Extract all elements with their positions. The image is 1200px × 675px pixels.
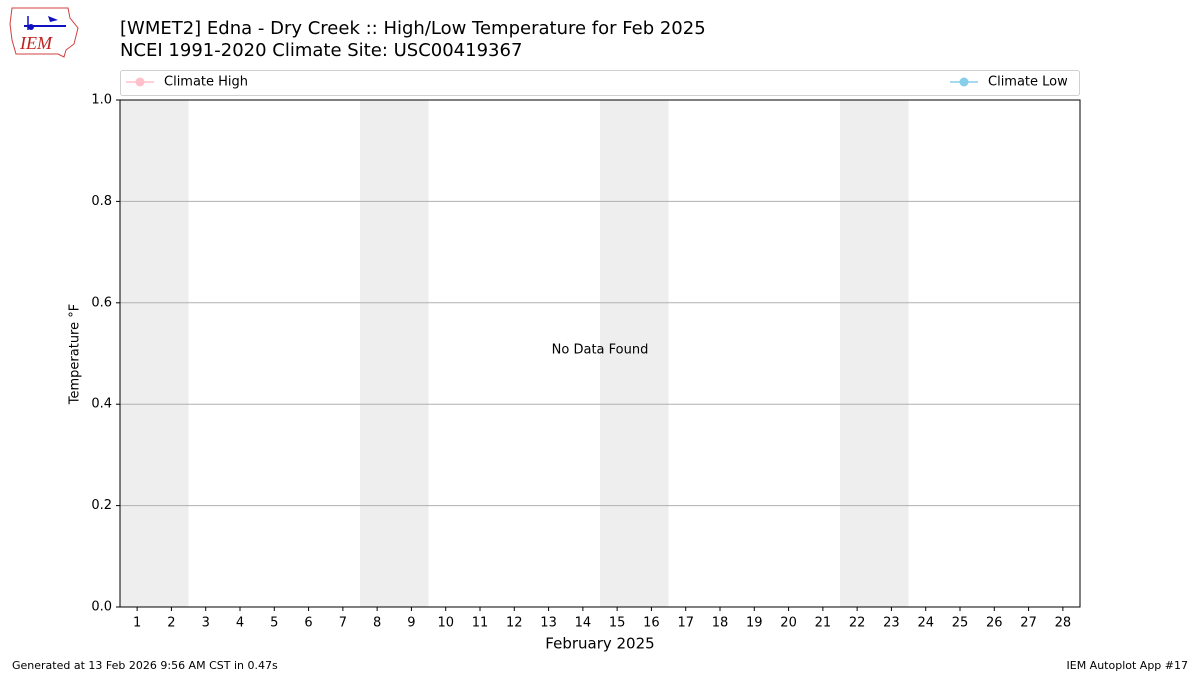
chart-title: [WMET2] Edna - Dry Creek :: High/Low Tem…: [120, 18, 706, 39]
chart-subtitle: NCEI 1991-2020 Climate Site: USC00419367: [120, 40, 522, 61]
x-tick-label: 5: [270, 616, 278, 631]
legend-marker: [135, 77, 145, 87]
x-tick-label: 17: [677, 616, 694, 631]
x-tick-label: 2: [167, 616, 175, 631]
footer-left: Generated at 13 Feb 2026 9:56 AM CST in …: [12, 659, 278, 672]
x-tick-label: 8: [373, 616, 381, 631]
y-tick-label: 0.6: [91, 295, 112, 310]
x-tick-label: 26: [986, 616, 1003, 631]
x-tick-label: 1: [133, 616, 141, 631]
legend-label: Climate Low: [988, 75, 1068, 90]
y-tick-label: 1.0: [91, 93, 112, 108]
plot-area: 0.00.20.40.60.81.01 2 3 4 5 6 7 8 9 10 11 12 13 14 15 1…: [91, 93, 1081, 631]
x-tick-label: 4: [236, 616, 244, 631]
annotation: No Data Found: [552, 343, 649, 358]
y-tick-label: 0.8: [91, 194, 112, 209]
x-tick-label: 28: [1055, 616, 1072, 631]
weekend-band: [840, 100, 909, 607]
x-tick-label: 10: [437, 616, 454, 631]
logo-text: IEM: [19, 33, 53, 53]
x-axis-label: February 2025: [545, 635, 654, 653]
x-tick-label: 11: [472, 616, 489, 631]
weekend-band: [120, 100, 189, 607]
x-tick-label: 25: [952, 616, 969, 631]
x-tick-label: 12: [506, 616, 523, 631]
x-tick-label: 18: [712, 616, 729, 631]
legend-label: Climate High: [164, 75, 248, 90]
x-tick-label: 24: [917, 616, 934, 631]
x-tick-label: 21: [815, 616, 832, 631]
plot-frame: [119, 99, 1081, 608]
x-tick-label: 27: [1020, 616, 1037, 631]
y-tick-label: 0.2: [91, 498, 112, 513]
legend-box: [120, 70, 1080, 96]
x-tick-label: 7: [339, 616, 347, 631]
x-tick-label: 19: [746, 616, 763, 631]
weekend-band: [600, 100, 669, 607]
logo: IEM: [9, 7, 79, 58]
x-tick-label: 14: [575, 616, 592, 631]
x-tick-label: 9: [407, 616, 415, 631]
x-tick-label: 16: [643, 616, 660, 631]
x-tick-label: 6: [304, 616, 312, 631]
x-tick-label: 13: [540, 616, 557, 631]
y-tick-label: 0.0: [91, 600, 112, 615]
footer-right: IEM Autoplot App #17: [1067, 659, 1189, 672]
y-tick-label: 0.4: [91, 397, 112, 412]
x-tick-label: 3: [202, 616, 210, 631]
legend-marker: [959, 77, 969, 87]
x-tick-label: 23: [883, 616, 900, 631]
y-axis-label: Temperature °F: [68, 304, 83, 405]
x-tick-label: 22: [849, 616, 866, 631]
x-tick-label: 20: [780, 616, 797, 631]
weekend-band: [360, 100, 429, 607]
x-tick-label: 15: [609, 616, 626, 631]
